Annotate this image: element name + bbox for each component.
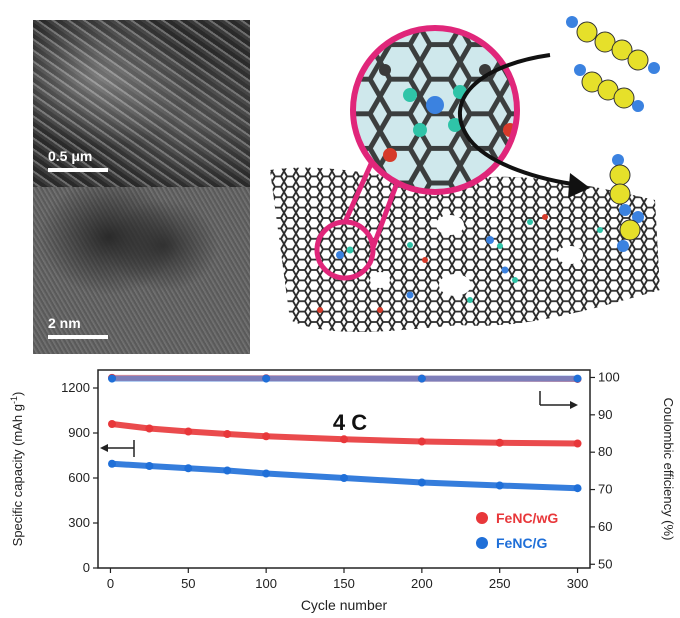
legend: FeNC/wG FeNC/G [476, 510, 558, 551]
y-right-tick-label: 70 [598, 482, 612, 497]
data-point [262, 469, 271, 478]
magnified-active-site [353, 28, 517, 192]
data-point [223, 466, 232, 475]
data-point [262, 374, 271, 383]
y-axis-right-label: Coulombic efficiency (%) [661, 398, 676, 541]
data-point [108, 374, 117, 383]
y-left-tick-label: 1200 [61, 380, 90, 395]
sem-micrograph: 0.5 μm [33, 20, 250, 187]
data-point [340, 474, 348, 482]
x-tick-label: 200 [411, 576, 433, 591]
y-right-tick-label: 100 [598, 369, 620, 384]
y-left-tick-label: 300 [68, 515, 90, 530]
graphene-sheet [270, 167, 660, 332]
sem-scale-label: 0.5 μm [48, 148, 93, 164]
y-right-tick-label: 80 [598, 444, 612, 459]
legend-marker-fenc-wg [476, 512, 488, 524]
tem-scale-bar [48, 335, 108, 339]
diffusion-arrow [457, 53, 581, 187]
data-point [417, 437, 426, 446]
x-tick-label: 50 [181, 576, 195, 591]
x-tick-label: 300 [567, 576, 589, 591]
data-point [262, 432, 271, 441]
data-point [223, 430, 232, 439]
y-left-tick-label: 600 [68, 470, 90, 485]
y-axis-right: 50 60 70 80 90 100 [590, 369, 620, 571]
dopant-atoms [317, 214, 603, 313]
x-tick-label: 0 [107, 576, 114, 591]
data-point [573, 439, 582, 448]
magnified-bubble-border [350, 25, 520, 195]
data-point [340, 435, 348, 444]
data-point [495, 438, 504, 447]
legend-label-fenc-wg: FeNC/wG [496, 510, 558, 526]
left-axis-indicator [100, 440, 135, 457]
cycling-chart: 0 50 100 150 200 250 300 0 300 600 900 1200 50 60 70… [9, 369, 676, 613]
data-point [108, 459, 117, 468]
series-group [108, 373, 582, 493]
rate-annotation: 4 C [333, 410, 367, 435]
fenc-graphene-illustration [270, 16, 660, 332]
x-tick-label: 250 [489, 576, 511, 591]
tem-micrograph: 2 nm [33, 187, 250, 354]
data-point [184, 464, 193, 473]
y-left-tick-label: 900 [68, 425, 90, 440]
data-point [573, 484, 582, 493]
legend-marker-fenc-g [476, 537, 488, 549]
data-point [573, 374, 582, 383]
y-axis-left: 0 300 600 900 1200 [61, 380, 98, 575]
polysulfide-chains [566, 16, 660, 252]
data-point [108, 420, 117, 428]
y-right-tick-label: 50 [598, 556, 612, 571]
right-axis-indicator [539, 391, 578, 409]
x-tick-label: 100 [255, 576, 277, 591]
data-point [184, 427, 193, 436]
y-right-tick-label: 90 [598, 407, 612, 422]
y-right-tick-label: 60 [598, 519, 612, 534]
data-point [145, 462, 154, 470]
x-axis-label: Cycle number [301, 597, 388, 613]
legend-label-fenc-g: FeNC/G [496, 535, 547, 551]
y-axis-left-label: Specific capacity (mAh g-1) [9, 392, 25, 547]
x-axis: 0 50 100 150 200 250 300 [107, 568, 589, 591]
data-point [145, 424, 154, 433]
sem-scale-bar [48, 168, 108, 172]
x-tick-label: 150 [333, 576, 355, 591]
data-point [417, 374, 426, 383]
data-point [495, 481, 504, 490]
data-point [417, 478, 426, 487]
y-left-tick-label: 0 [83, 560, 90, 575]
tem-scale-label: 2 nm [48, 315, 81, 331]
